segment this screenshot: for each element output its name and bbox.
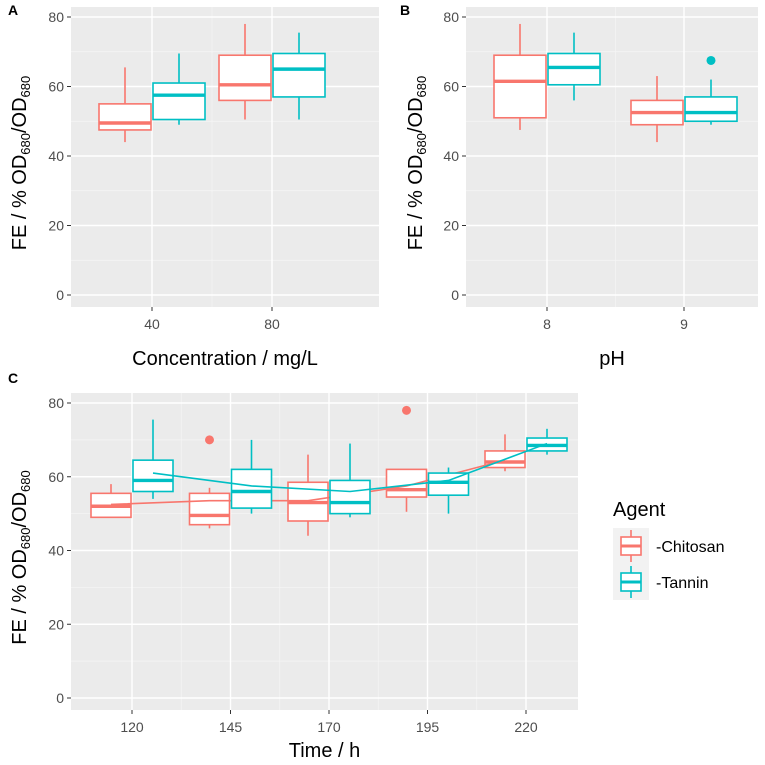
legend-item: -Chitosan	[613, 528, 724, 564]
panel-tag: C	[8, 370, 18, 386]
box-iqr	[98, 103, 152, 131]
x-tick-label: 40	[144, 316, 160, 332]
box-iqr	[493, 54, 547, 119]
series-chitosan	[493, 23, 684, 143]
panel-tag: B	[400, 2, 410, 18]
y-tick-label: 80	[48, 9, 64, 25]
y-axis-text: FE / % OD	[405, 155, 427, 251]
y-tick-label: 0	[56, 690, 64, 706]
x-axis-title: pH	[599, 348, 625, 370]
legend-label: -Chitosan	[656, 539, 724, 556]
y-tick-label: 40	[443, 148, 459, 164]
x-tick-label: 195	[416, 719, 440, 735]
x-axis-title: Time / h	[289, 740, 361, 762]
box-tannin-170	[329, 443, 371, 518]
x-tick-label: 170	[317, 719, 341, 735]
y-tick-label: 60	[443, 79, 459, 95]
y-tick-label: 20	[443, 218, 459, 234]
y-tick-label: 0	[451, 287, 459, 303]
y-axis-title: FE / % OD680/OD680	[9, 470, 33, 645]
legend-label: -Tannin	[656, 575, 708, 592]
outlier-point	[402, 405, 411, 415]
series-tannin	[152, 32, 326, 125]
box-tannin-40	[152, 53, 206, 125]
box-iqr	[152, 82, 206, 121]
y-axis-subscript: 680	[18, 76, 33, 98]
outlier-point	[205, 435, 214, 445]
box-iqr	[427, 472, 470, 496]
box-tannin-145	[230, 439, 273, 514]
y-tick-label: 40	[48, 543, 64, 559]
y-tick-label: 80	[48, 395, 64, 411]
y-axis-subscript: 680	[414, 133, 429, 155]
x-axis-title: Concentration / mg/L	[132, 348, 318, 370]
y-axis-text: FE / % OD	[9, 549, 31, 645]
y-tick-label: 40	[48, 148, 64, 164]
y-tick-label: 80	[443, 9, 459, 25]
series-tannin	[547, 32, 738, 125]
box-chitosan-8	[493, 23, 547, 130]
box-iqr	[188, 492, 231, 526]
y-tick-label: 60	[48, 469, 64, 485]
y-axis-title: FE / % OD680/OD680	[9, 76, 33, 251]
box-iqr	[547, 52, 601, 86]
y-axis-text: /OD	[9, 492, 31, 528]
box-iqr	[272, 52, 326, 98]
legend: Agent -Chitosan -Tannin	[613, 499, 724, 600]
x-tick-label: 120	[120, 719, 144, 735]
legend-item: -Tannin	[613, 564, 708, 600]
y-axis-title: FE / % OD680/OD680	[405, 76, 429, 251]
box-chitosan-145	[188, 435, 231, 529]
y-axis-subscript: 680	[414, 76, 429, 98]
y-axis-subscript: 680	[18, 470, 33, 492]
box-chitosan-9	[630, 76, 684, 143]
box-iqr	[218, 54, 272, 102]
box-chitosan-40	[98, 67, 152, 143]
panel-a: 0 20 40 60 80 40 80 A Concentration / mg/L FE / %…	[8, 2, 379, 370]
y-tick-label: 20	[48, 218, 64, 234]
y-tick-label: 20	[48, 616, 64, 632]
y-axis-subscript: 680	[18, 527, 33, 549]
y-axis-text: /OD	[405, 97, 427, 133]
y-axis-text: /OD	[9, 97, 31, 133]
box-tannin-9	[684, 55, 738, 125]
y-axis-subscript: 680	[18, 133, 33, 155]
x-tick-label: 9	[680, 316, 688, 332]
box-iqr	[132, 459, 174, 493]
box-iqr	[230, 468, 273, 509]
box-chitosan-80	[218, 23, 272, 120]
x-tick-label: 80	[264, 316, 280, 332]
outlier-point	[706, 55, 716, 65]
panel-background	[71, 393, 578, 710]
series-tannin	[132, 419, 568, 518]
box-tannin-80	[272, 32, 326, 120]
panel-tag: A	[8, 2, 18, 18]
box-iqr	[684, 96, 738, 123]
y-tick-label: 60	[48, 79, 64, 95]
trend-line-tannin	[152, 442, 548, 493]
y-axis-text: FE / % OD	[9, 155, 31, 251]
y-tick-label: 0	[56, 287, 64, 303]
x-tick-label: 145	[219, 719, 243, 735]
legend-title: Agent	[613, 499, 666, 521]
panel-c: 0 20 40 60 80 120 145 170 195 220 C Time / h FE / % …	[8, 370, 578, 762]
series-chitosan	[98, 23, 272, 143]
box-tannin-8	[547, 32, 601, 101]
box-iqr	[329, 479, 371, 515]
box-chitosan-120	[90, 484, 132, 519]
x-tick-label: 220	[514, 719, 538, 735]
x-tick-label: 8	[543, 316, 551, 332]
